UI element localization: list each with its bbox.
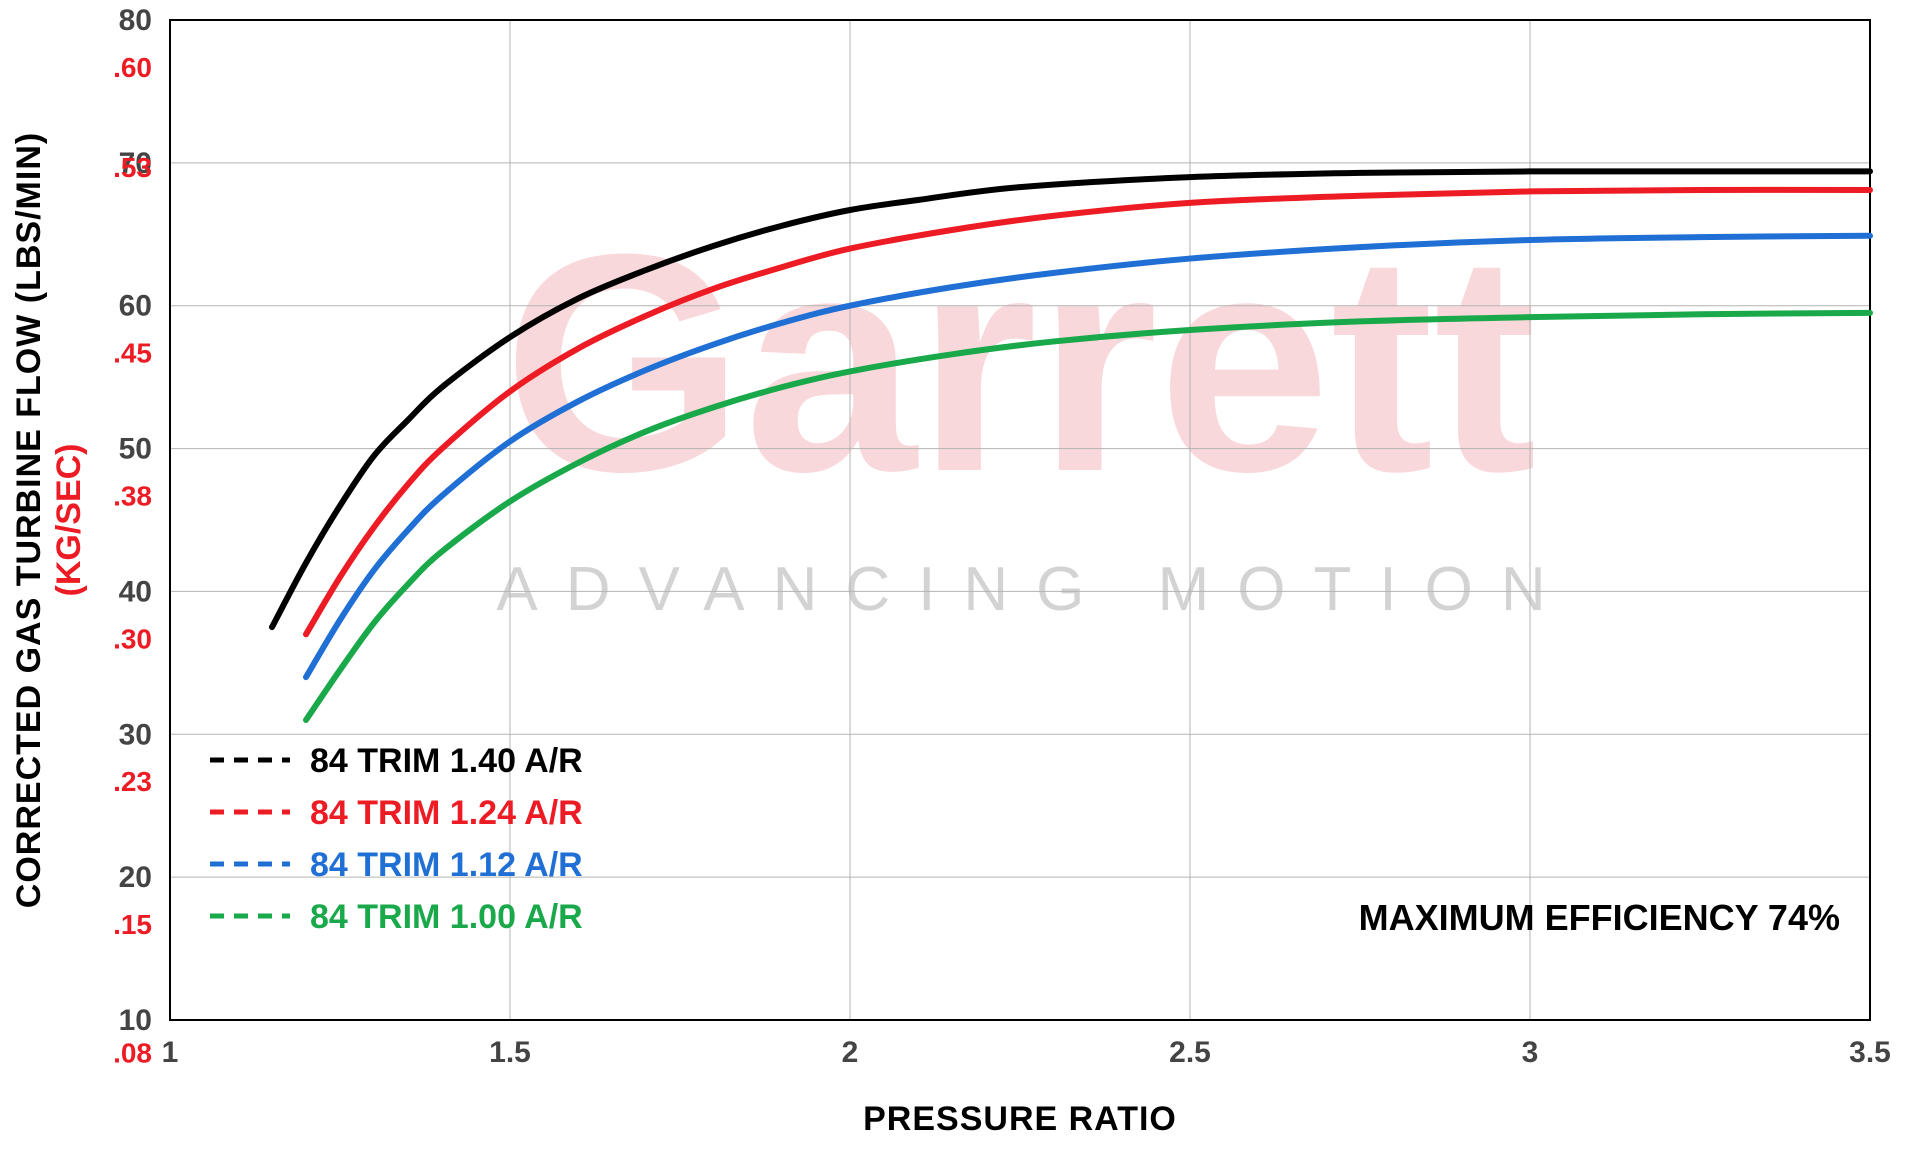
legend-label: 84 TRIM 1.00 A/R — [310, 898, 583, 936]
turbine-flow-chart: GarrettADVANCING MOTION 1 1.5 2 2.5 3 3.5 PRESS… — [0, 0, 1920, 1155]
y-tick-label-secondary: .08 — [113, 1038, 152, 1069]
y-tick-label-secondary: .45 — [113, 338, 152, 369]
svg-text:ADVANCING MOTION: ADVANCING MOTION — [496, 555, 1573, 624]
x-tick-label: 2.5 — [1169, 1036, 1211, 1069]
y-tick-label: 10 — [119, 1004, 152, 1037]
x-tick-label: 3 — [1522, 1036, 1539, 1069]
y-tick-label: 20 — [119, 861, 152, 894]
y-tick-label-secondary: .30 — [113, 623, 152, 654]
y-tick-label-secondary: .60 — [113, 52, 152, 83]
y-tick-label-secondary: .15 — [113, 909, 152, 940]
y-tick-label-secondary: .38 — [113, 480, 152, 511]
y-tick-label-secondary: .53 — [113, 152, 152, 183]
y-axis-title-secondary: (KG/SEC) — [50, 444, 88, 597]
x-tick-label: 3.5 — [1849, 1036, 1891, 1069]
y-axis-title-primary: CORRECTED GAS TURBINE FLOW (LBS/MIN) — [10, 132, 48, 908]
y-tick-label: 40 — [119, 575, 152, 608]
x-tick-label: 2 — [842, 1036, 859, 1069]
legend-label: 84 TRIM 1.24 A/R — [310, 794, 583, 832]
efficiency-note: MAXIMUM EFFICIENCY 74% — [1359, 897, 1840, 938]
y-tick-label-secondary: .23 — [113, 766, 152, 797]
legend-label: 84 TRIM 1.40 A/R — [310, 742, 583, 780]
legend-label: 84 TRIM 1.12 A/R — [310, 846, 583, 884]
y-tick-label: 30 — [119, 718, 152, 751]
x-axis-title: PRESSURE RATIO — [863, 1100, 1177, 1138]
y-tick-label: 60 — [119, 290, 152, 323]
x-tick-label: 1 — [162, 1036, 179, 1069]
x-tick-label: 1.5 — [489, 1036, 531, 1069]
y-tick-label: 80 — [119, 4, 152, 37]
y-tick-label: 50 — [119, 433, 152, 466]
watermark: GarrettADVANCING MOTION — [496, 189, 1573, 624]
